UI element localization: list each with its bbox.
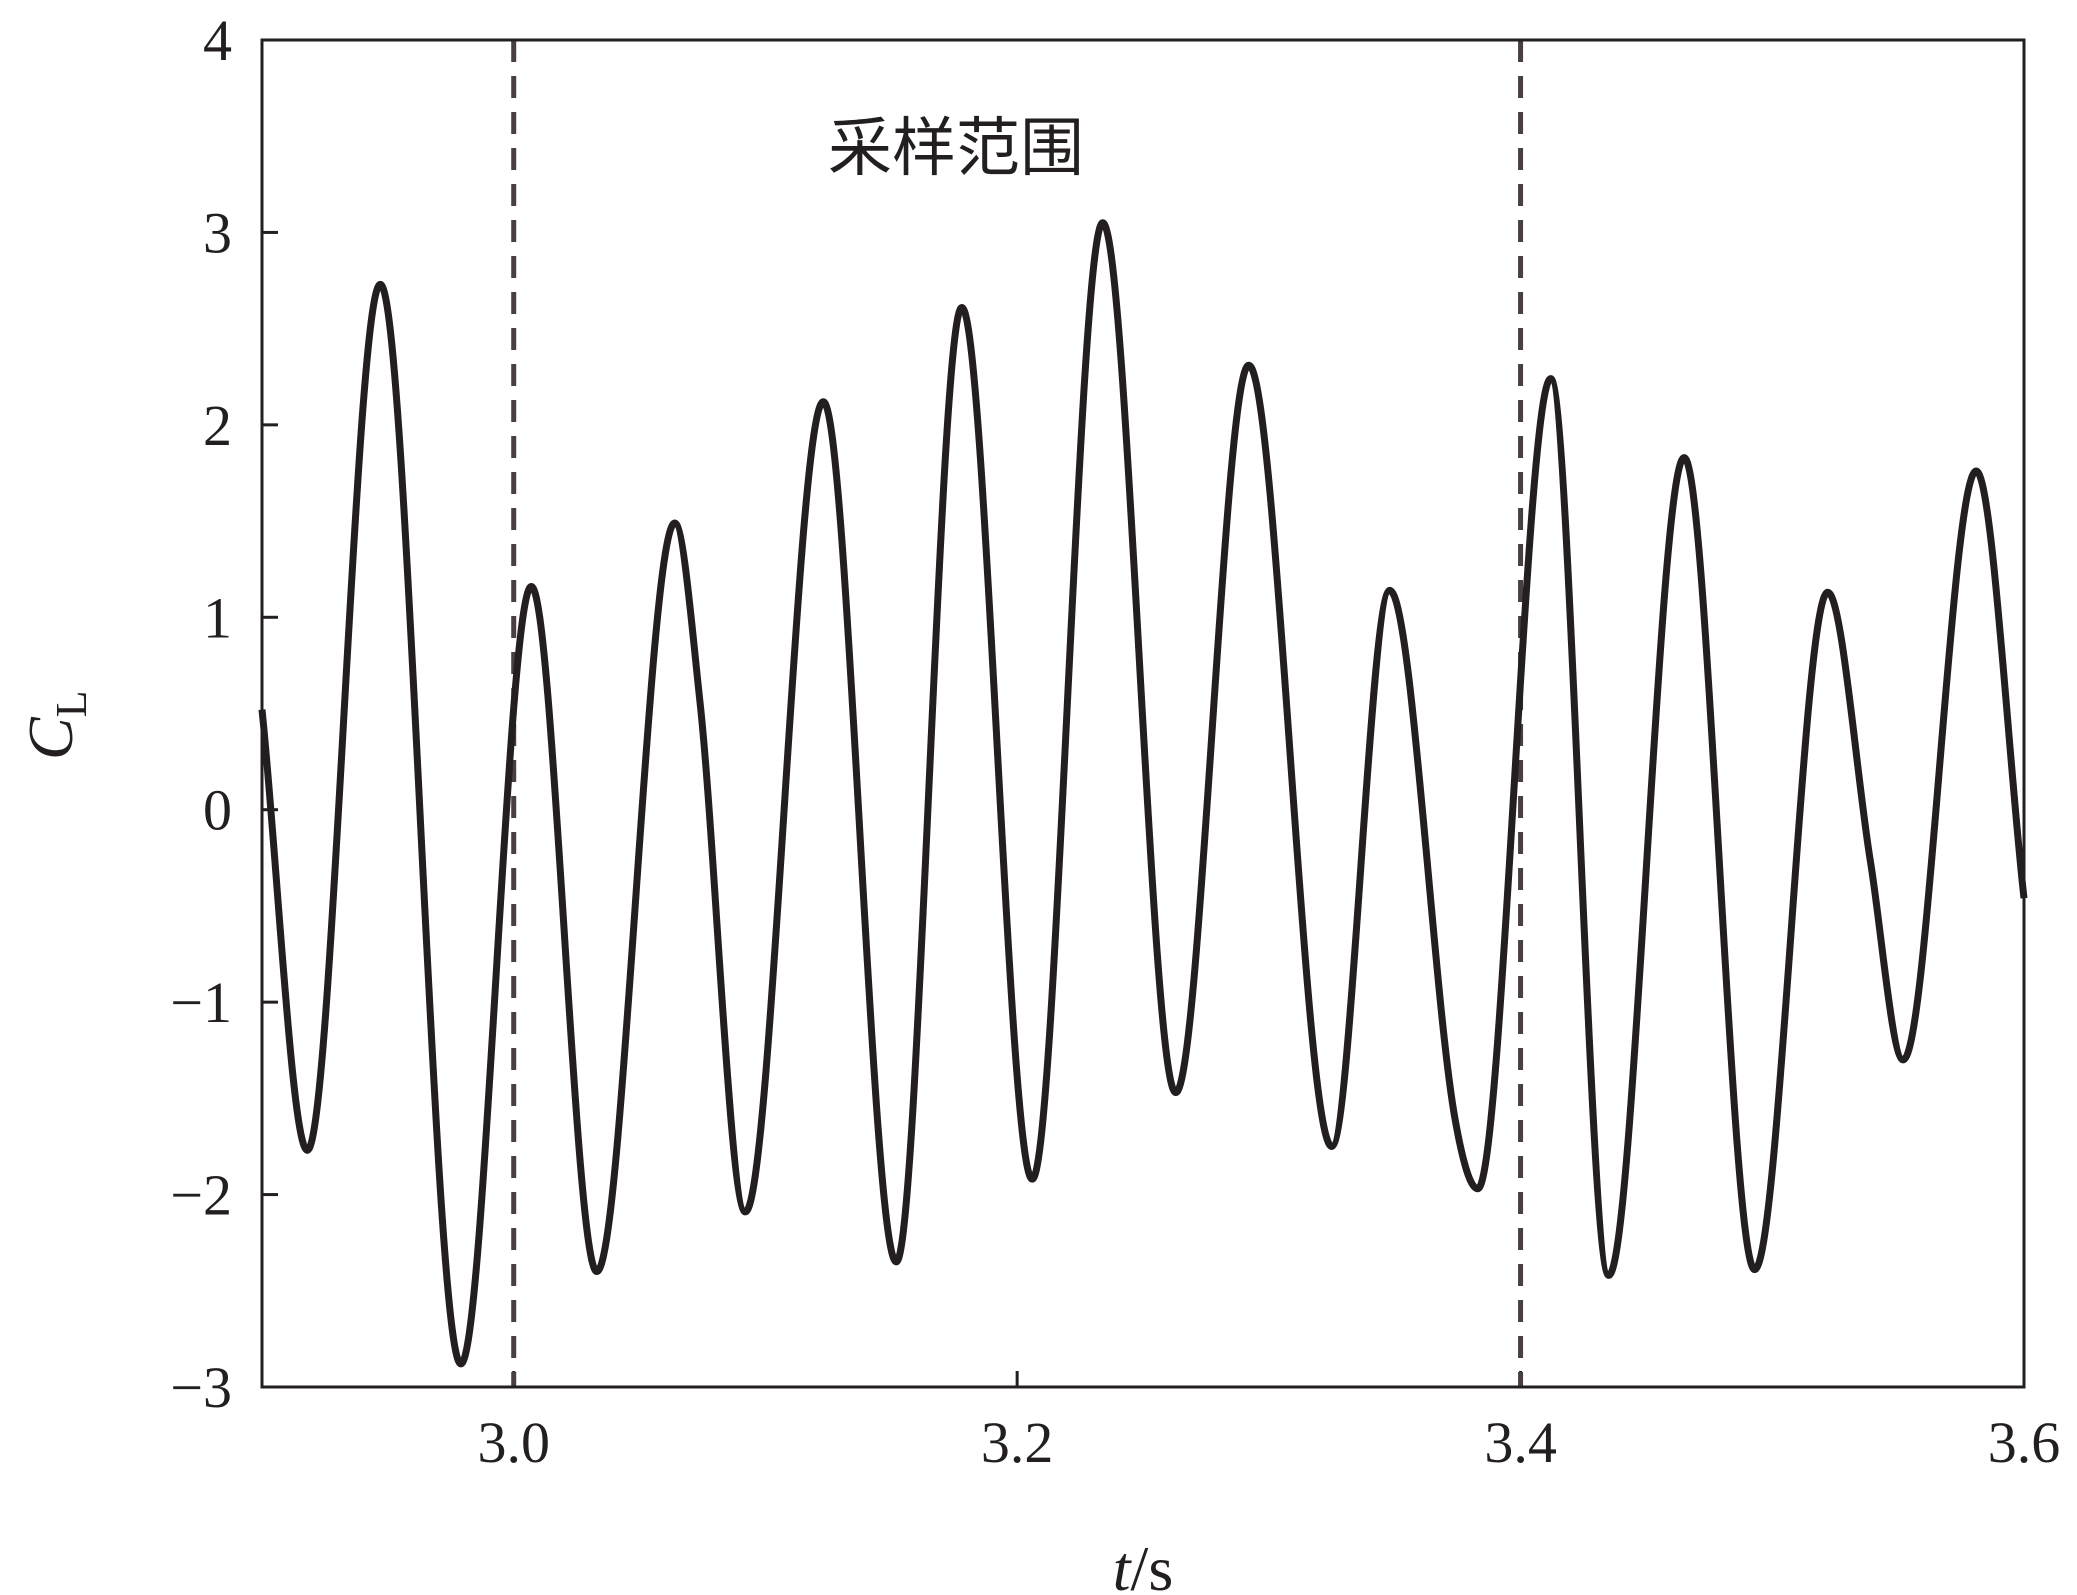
y-tick-label: −3 — [170, 1355, 232, 1420]
x-label-italic: t — [1113, 1533, 1133, 1595]
y-axis-label: CL — [15, 690, 96, 760]
y-tick-label: 4 — [203, 8, 232, 73]
x-tick-label: 3.0 — [477, 1410, 550, 1475]
x-label-rest: /s — [1131, 1533, 1174, 1595]
plot-frame — [260, 38, 2026, 1389]
y-tick-label: 2 — [203, 393, 232, 458]
annotation: 采样范围 — [828, 112, 1084, 186]
x-tick-label: 3.6 — [1988, 1410, 2061, 1475]
y-tick-label: −1 — [170, 970, 232, 1035]
y-tick-label: −2 — [170, 1163, 232, 1228]
y-label-main: C — [15, 716, 86, 760]
y-tick-label: 0 — [203, 778, 232, 843]
y-tick-label: 3 — [203, 200, 232, 265]
x-tick-label: 3.2 — [981, 1410, 1054, 1475]
y-tick-label: 1 — [203, 585, 232, 650]
data-line — [258, 219, 2028, 1368]
y-label-sub: L — [47, 690, 96, 717]
x-tick-label: 3.4 — [1484, 1410, 1557, 1475]
x-axis-label: t/s — [1113, 1533, 1173, 1595]
